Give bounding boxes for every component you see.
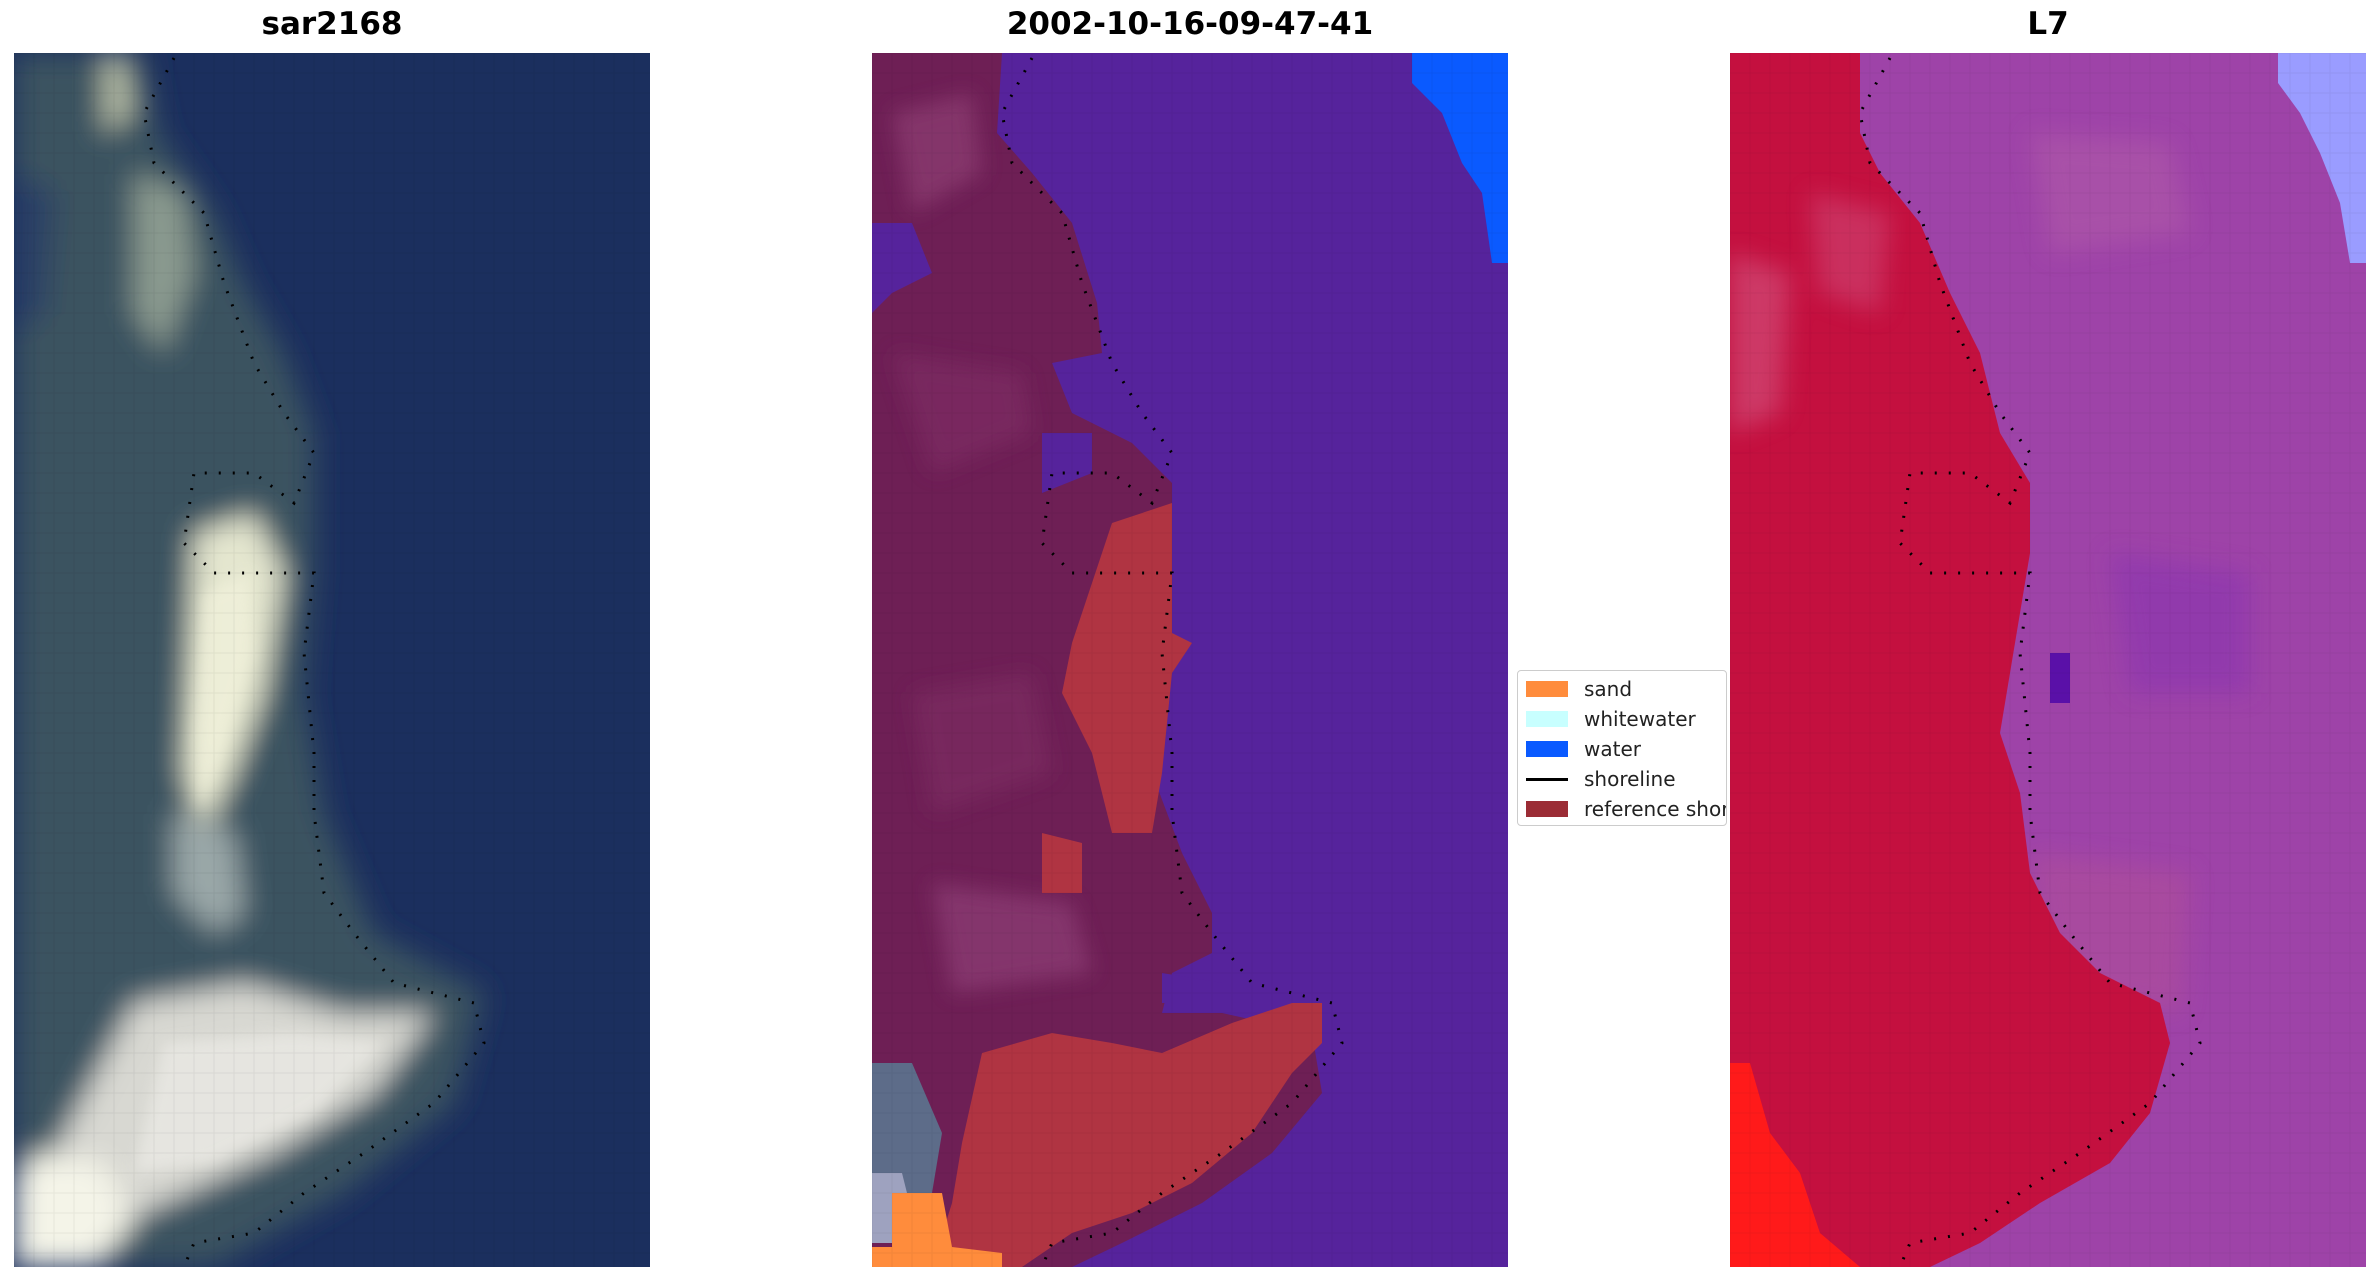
legend-item-sand: sand [1526, 676, 1632, 702]
legend-swatch-water [1526, 741, 1568, 757]
classified-image-panel [872, 53, 1508, 1267]
legend-label: shoreline [1584, 767, 1676, 791]
legend-line-shoreline [1526, 777, 1568, 781]
legend-item-whitewater: whitewater [1526, 706, 1696, 732]
legend-label: water [1584, 737, 1641, 761]
legend-item-reference-shoreline: reference shoreline [1526, 796, 1727, 822]
legend-swatch-sand [1526, 681, 1568, 697]
legend-swatch-whitewater [1526, 711, 1568, 727]
legend-label: reference shoreline [1584, 797, 1727, 821]
legend: sand whitewater water shoreline referenc… [1517, 670, 1727, 826]
panel-title-nir: L7 [2027, 6, 2069, 42]
panel-title-classified: 2002-10-16-09-47-41 [1006, 6, 1374, 42]
legend-swatch-reference-shoreline [1526, 801, 1568, 817]
legend-item-shoreline: shoreline [1526, 766, 1676, 792]
legend-label: whitewater [1584, 707, 1696, 731]
nir-image-panel [1730, 53, 2366, 1267]
panel-title-rgb: sar2168 [261, 6, 403, 42]
legend-item-water: water [1526, 736, 1641, 762]
legend-label: sand [1584, 677, 1633, 701]
rgb-image-panel [14, 53, 650, 1267]
